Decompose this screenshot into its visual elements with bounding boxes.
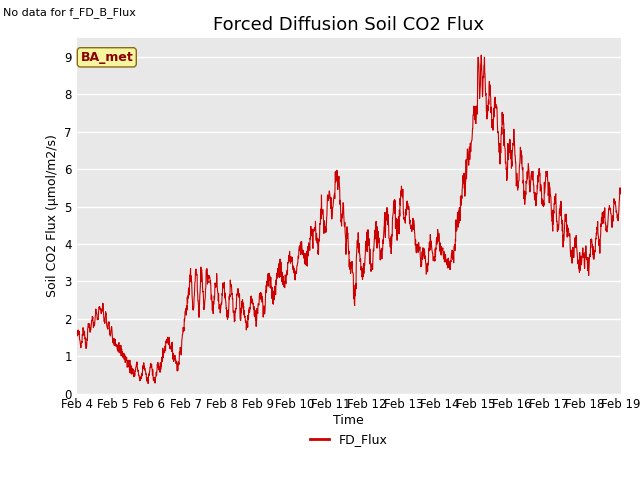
- Text: BA_met: BA_met: [81, 51, 133, 64]
- Title: Forced Diffusion Soil CO2 Flux: Forced Diffusion Soil CO2 Flux: [213, 16, 484, 34]
- Legend: FD_Flux: FD_Flux: [305, 428, 392, 451]
- Text: No data for f_FD_B_Flux: No data for f_FD_B_Flux: [3, 7, 136, 18]
- X-axis label: Time: Time: [333, 414, 364, 427]
- Y-axis label: Soil CO2 Flux (μmol/m2/s): Soil CO2 Flux (μmol/m2/s): [46, 134, 59, 298]
